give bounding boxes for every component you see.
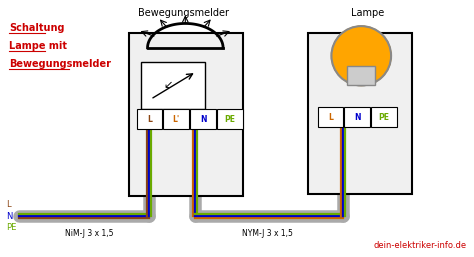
Circle shape [331, 26, 391, 86]
Text: N: N [354, 113, 361, 122]
Text: L: L [6, 200, 11, 209]
Text: L: L [147, 115, 152, 124]
Bar [347, 66, 375, 86]
Text: PE: PE [379, 113, 390, 122]
Text: Lampe mit: Lampe mit [9, 41, 67, 51]
Text: N: N [200, 115, 207, 124]
Bar [308, 33, 412, 194]
Text: PE: PE [225, 115, 236, 124]
Text: ↙: ↙ [164, 80, 173, 90]
Bar [318, 107, 343, 127]
Bar [345, 107, 370, 127]
Bar [371, 107, 397, 127]
Text: Schaltung: Schaltung [9, 23, 65, 33]
Text: Lampe: Lampe [351, 8, 384, 18]
Text: PE: PE [6, 223, 17, 232]
Text: Bewegungsmelder: Bewegungsmelder [138, 8, 229, 18]
Bar [190, 109, 216, 129]
Text: dein-elektriker-info.de: dein-elektriker-info.de [374, 241, 466, 250]
Bar [137, 109, 163, 129]
Text: N: N [6, 212, 13, 221]
Bar [128, 33, 243, 196]
Text: L': L' [173, 115, 180, 124]
Text: NYM-J 3 x 1,5: NYM-J 3 x 1,5 [242, 229, 293, 238]
Text: NiM-J 3 x 1,5: NiM-J 3 x 1,5 [64, 229, 113, 238]
Bar [217, 109, 243, 129]
Bar [141, 62, 205, 109]
Bar [164, 109, 189, 129]
Text: Bewegungsmelder: Bewegungsmelder [9, 59, 111, 69]
Text: L: L [328, 113, 333, 122]
